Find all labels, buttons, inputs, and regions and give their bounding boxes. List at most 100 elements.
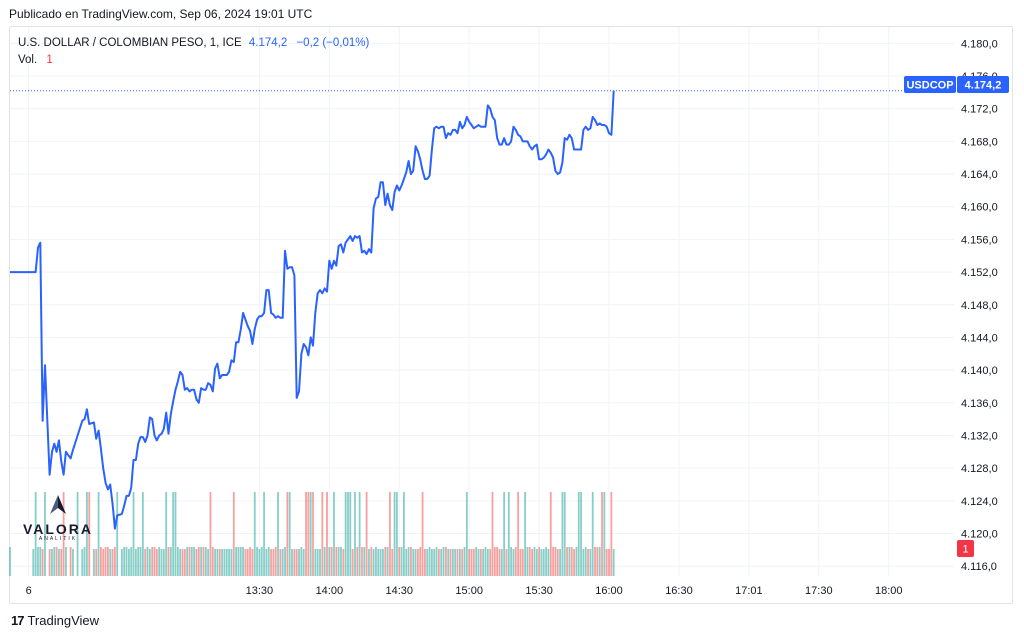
y-tick-label: 4.132,0 (961, 430, 998, 442)
volume-bar (321, 492, 324, 576)
volume-bar (568, 547, 571, 576)
volume-bar (582, 549, 585, 576)
volume-bar (442, 547, 445, 576)
volume-bar (475, 547, 478, 576)
y-tick-label: 4.140,0 (961, 365, 998, 377)
chart-frame[interactable] (9, 26, 1013, 604)
volume-bar (305, 492, 307, 576)
volume-bar (319, 549, 321, 576)
volume-bar (575, 547, 578, 576)
volume-bar (598, 547, 601, 576)
volume-bar (447, 549, 450, 576)
volume-bar (39, 547, 42, 576)
volume-bar (307, 492, 310, 576)
volume-bar (517, 492, 520, 576)
volume-bar (507, 492, 510, 576)
volume-bar (496, 547, 499, 576)
volume-bar (153, 547, 156, 576)
volume-bar (277, 492, 279, 576)
volume-bar (249, 547, 251, 576)
volume-bar (570, 547, 573, 576)
volume-bar (260, 547, 263, 576)
volume-bar (356, 547, 359, 576)
volume-bar (330, 547, 333, 576)
volume-bar (573, 549, 575, 576)
volume-bar (477, 549, 480, 576)
grid (10, 27, 954, 576)
volume-bar (545, 547, 547, 576)
volume-bar (148, 549, 151, 576)
volume-bar (221, 549, 224, 576)
volume-bar (349, 492, 352, 576)
volume-bar (314, 549, 317, 576)
volume-bar (433, 549, 436, 576)
volume-bar (176, 547, 179, 576)
volume-bar (253, 492, 256, 576)
volume-bar (479, 549, 482, 576)
volume-bar (286, 492, 289, 576)
watermark-name: VALORA (22, 521, 94, 537)
volume-bar (407, 547, 410, 576)
volume-bar (421, 492, 424, 576)
volume-bar (302, 549, 305, 576)
volume-bar (58, 549, 60, 576)
volume-bar (526, 547, 529, 576)
volume-bar (456, 549, 459, 576)
volume-bar (218, 549, 221, 576)
legend-volume-label[interactable]: Vol. (18, 54, 38, 66)
volume-bar (155, 549, 158, 576)
volume-bar (158, 547, 161, 576)
price-tag-value: 4.174,2 (965, 80, 1002, 92)
volume-bar (95, 549, 98, 576)
price-tag-ticker: USDCOP (906, 80, 953, 92)
volume-bar (151, 547, 154, 576)
volume-bar (298, 549, 300, 576)
volume-bar (577, 492, 580, 576)
volume-bar (612, 549, 615, 576)
volume-bar (512, 549, 515, 576)
volume-bar (333, 492, 335, 576)
x-tick-label: 18:00 (875, 585, 903, 597)
volume-bar (521, 549, 524, 576)
x-tick-label: 16:00 (595, 585, 623, 597)
y-tick-label: 4.156,0 (961, 234, 998, 246)
volume-bar (400, 547, 403, 576)
volume-bar (139, 547, 142, 576)
volume-bar (559, 549, 561, 576)
volume-bar (589, 549, 592, 576)
legend-symbol-row: U.S. DOLLAR / COLOMBIAN PESO, 1, ICE 4.1… (18, 35, 369, 52)
volume-bar (326, 492, 328, 576)
time-axis[interactable]: 6 13:30 14:00 14:30 15:00 15:30 16:00 16:30 17:0… (26, 585, 903, 597)
volume-bar (458, 549, 461, 576)
volume-bar (81, 549, 84, 576)
y-tick-label: 4.164,0 (961, 169, 998, 181)
volume-bar (204, 547, 207, 576)
y-tick-label: 4.160,0 (961, 202, 998, 214)
footer-brand[interactable]: 17 TradingView (11, 613, 99, 628)
volume-bar (60, 549, 63, 576)
volume-bar (244, 549, 247, 576)
volume-bar (340, 547, 342, 576)
volume-bar (365, 492, 368, 576)
volume-bar (123, 547, 126, 576)
price-axis[interactable]: 4.116,0 4.120,0 4.124,0 4.128,0 4.132,0 4.136… (961, 38, 998, 573)
volume-bar (316, 549, 319, 576)
volume-bar (451, 549, 454, 576)
volume-bar (561, 492, 564, 576)
legend-symbol[interactable]: U.S. DOLLAR / COLOMBIAN PESO, 1, ICE (18, 37, 242, 49)
volume-bar (347, 492, 349, 576)
x-tick-label: 14:30 (385, 585, 413, 597)
volume-bar (552, 547, 554, 576)
volume-bar (106, 547, 109, 576)
volume-bar (162, 549, 165, 576)
volume-bar (486, 549, 489, 576)
volume-bar (542, 549, 545, 576)
volume-bar (601, 492, 603, 576)
volume-bar (44, 492, 46, 576)
volume-bar (216, 549, 219, 576)
volume-bar (32, 549, 35, 576)
volume-bar (165, 492, 168, 576)
volume-bar (134, 549, 137, 576)
volume-bar (493, 547, 496, 576)
